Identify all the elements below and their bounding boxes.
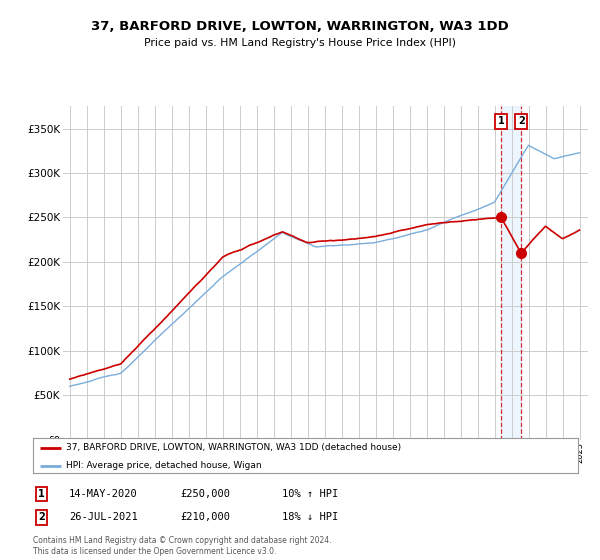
Text: 1: 1 (497, 116, 504, 127)
Text: 37, BARFORD DRIVE, LOWTON, WARRINGTON, WA3 1DD: 37, BARFORD DRIVE, LOWTON, WARRINGTON, W… (91, 20, 509, 32)
Text: 2: 2 (518, 116, 524, 127)
Text: £210,000: £210,000 (180, 512, 230, 522)
Text: 37, BARFORD DRIVE, LOWTON, WARRINGTON, WA3 1DD (detached house): 37, BARFORD DRIVE, LOWTON, WARRINGTON, W… (65, 444, 401, 452)
Text: 14-MAY-2020: 14-MAY-2020 (69, 489, 138, 499)
Text: 10% ↑ HPI: 10% ↑ HPI (282, 489, 338, 499)
Text: Contains HM Land Registry data © Crown copyright and database right 2024.
This d: Contains HM Land Registry data © Crown c… (33, 536, 331, 556)
Text: 1: 1 (38, 489, 44, 499)
Text: £250,000: £250,000 (180, 489, 230, 499)
Text: HPI: Average price, detached house, Wigan: HPI: Average price, detached house, Wiga… (65, 461, 262, 470)
Text: 26-JUL-2021: 26-JUL-2021 (69, 512, 138, 522)
Bar (501, 106, 521, 440)
Text: Price paid vs. HM Land Registry's House Price Index (HPI): Price paid vs. HM Land Registry's House … (144, 38, 456, 48)
Text: 18% ↓ HPI: 18% ↓ HPI (282, 512, 338, 522)
Text: 2: 2 (38, 512, 44, 522)
